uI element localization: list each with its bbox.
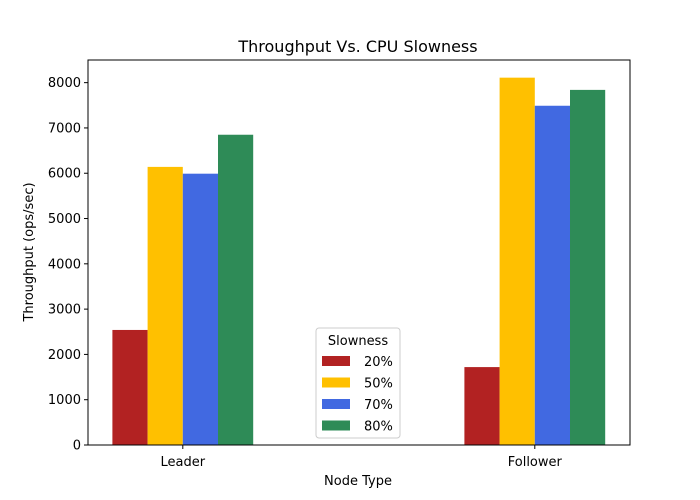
legend-label-70pct: 70% <box>364 398 393 413</box>
legend-items: 20% 50% 70% 80% <box>322 355 393 435</box>
legend-label-80pct: 80% <box>364 420 393 435</box>
bar-follower-80pct <box>570 89 606 445</box>
bars-group <box>112 77 606 446</box>
bar-leader-20pct <box>112 329 148 445</box>
y-axis-ticks: 0 1000 2000 3000 4000 5000 6000 7000 8000 <box>48 76 88 454</box>
legend-label-50pct: 50% <box>364 377 393 392</box>
y-tick-label: 7000 <box>48 121 81 136</box>
y-axis-label: Throughput (ops/sec) <box>22 182 37 322</box>
legend-swatch-50pct <box>322 377 350 388</box>
x-tick-label-leader: Leader <box>161 455 206 470</box>
chart-title: Throughput Vs. CPU Slowness <box>237 37 477 56</box>
y-tick-label: 8000 <box>48 76 81 91</box>
legend-swatch-80pct <box>322 420 350 431</box>
bar-leader-70pct <box>182 173 218 445</box>
y-tick-label: 1000 <box>48 393 81 408</box>
legend-label-20pct: 20% <box>364 355 393 370</box>
x-axis-ticks: Leader Follower <box>161 445 563 470</box>
y-tick-label: 0 <box>73 439 81 454</box>
y-tick-label: 6000 <box>48 167 81 182</box>
y-tick-label: 3000 <box>48 303 81 318</box>
x-axis-label: Node Type <box>324 474 392 489</box>
y-tick-label: 4000 <box>48 257 81 272</box>
legend: Slowness 20% 50% 70% 80% <box>315 327 401 439</box>
bar-follower-20pct <box>464 367 500 445</box>
legend-box <box>315 327 401 439</box>
bar-leader-80pct <box>218 134 254 446</box>
bar-follower-70pct <box>534 105 570 445</box>
y-tick-label: 5000 <box>48 212 81 227</box>
legend-title: Slowness <box>328 334 388 349</box>
x-tick-label-follower: Follower <box>508 455 563 470</box>
legend-swatch-70pct <box>322 399 350 409</box>
y-tick-label: 2000 <box>48 348 81 363</box>
bar-follower-50pct <box>499 77 535 445</box>
plot-area-frame <box>87 59 631 446</box>
legend-swatch-20pct <box>322 356 350 366</box>
bar-leader-50pct <box>147 166 183 445</box>
